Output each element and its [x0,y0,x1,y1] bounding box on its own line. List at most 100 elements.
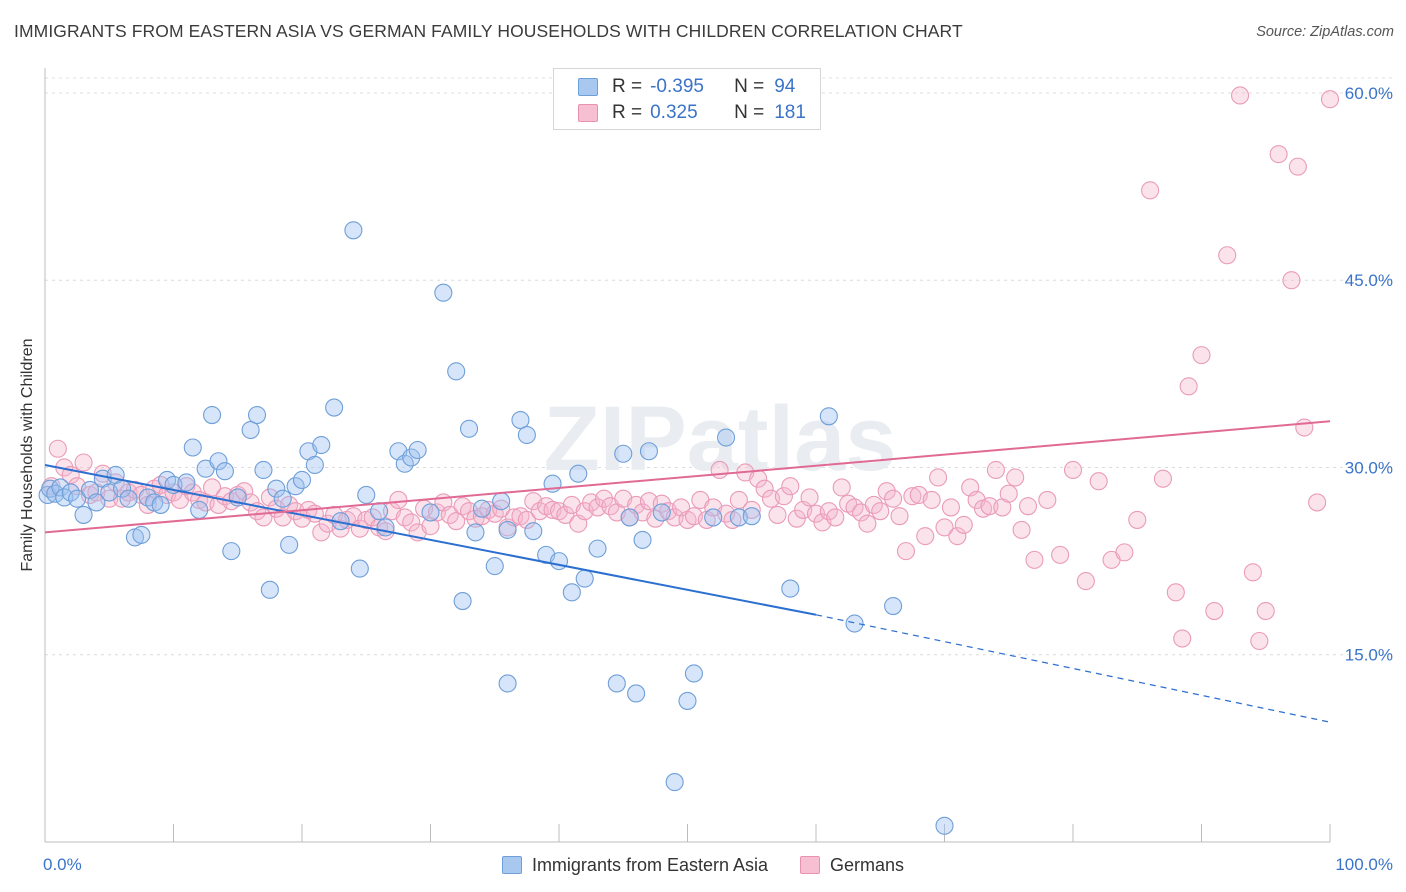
point-germans [1018,497,1038,516]
point-germans [1295,418,1314,437]
point-germans [941,498,960,517]
y-tick-label: 15.0% [1345,646,1393,665]
point-eastern-asia [678,691,697,710]
point-eastern-asia [370,502,389,521]
point-germans [1089,472,1108,491]
legend-swatch-blue [501,856,522,874]
point-germans [929,468,948,487]
point-eastern-asia [447,362,466,381]
point-eastern-asia [485,557,504,576]
point-eastern-asia [247,406,267,425]
point-germans [1166,583,1185,602]
point-germans [832,478,851,497]
point-eastern-asia [627,684,646,703]
r-value: 0.325 [650,102,698,123]
point-eastern-asia [633,530,652,549]
point-eastern-asia [222,542,241,561]
point-eastern-asia [325,398,344,417]
point-germans [774,487,793,506]
point-eastern-asia [575,569,594,588]
legend-item-eastern-asia[interactable]: Immigrants from Eastern Asia [501,854,769,876]
point-germans [447,512,466,531]
legend-swatch-pink [578,104,598,122]
y-tick-label: 30.0% [1345,458,1393,477]
point-eastern-asia [215,462,234,481]
point-eastern-asia [620,508,639,527]
point-eastern-asia [190,500,209,519]
point-eastern-asia [344,221,363,240]
point-eastern-asia [312,435,331,455]
point-germans [781,477,800,496]
point-germans [986,460,1005,480]
point-eastern-asia [177,473,196,492]
point-germans [954,515,973,534]
point-eastern-asia [132,525,151,544]
legend-label: Immigrants from Eastern Asia [531,854,769,875]
legend-row-germans: R = 0.325 N = 181 [578,100,806,126]
point-eastern-asia [51,478,70,497]
trend-line-germans [44,420,1331,534]
point-germans [826,508,845,527]
eastern-asia-points [38,221,954,835]
point-germans [1012,520,1031,539]
point-eastern-asia [607,674,626,693]
series-legend: Immigrants from Eastern Asia Germans [0,852,1406,878]
point-eastern-asia [492,492,511,511]
point-eastern-asia [254,460,273,480]
trend-line-eastern-asia [44,464,817,616]
point-germans [1006,468,1025,487]
point-germans [948,527,967,546]
point-eastern-asia [87,493,106,512]
point-germans [1250,631,1269,651]
legend-item-germans[interactable]: Germans [800,855,904,876]
point-eastern-asia [652,503,671,522]
point-eastern-asia [498,674,517,693]
point-germans [896,542,916,561]
point-eastern-asia [511,410,530,430]
point-eastern-asia [260,580,279,599]
point-eastern-asia [781,579,800,598]
point-eastern-asia [453,592,472,611]
point-eastern-asia [729,508,748,527]
point-eastern-asia [421,503,440,522]
point-eastern-asia [183,438,202,457]
point-germans [1141,181,1160,200]
point-eastern-asia [569,464,588,483]
point-germans [903,487,922,506]
point-germans [1308,493,1327,512]
point-eastern-asia [716,428,736,447]
point-eastern-asia [434,283,453,302]
point-germans [710,460,729,480]
r-value: -0.395 [650,76,704,97]
point-germans [402,513,421,532]
y-tick-label: 45.0% [1345,271,1393,290]
point-germans [884,489,903,508]
n-value: 94 [774,76,796,97]
point-eastern-asia [151,495,170,514]
point-germans [1282,271,1301,290]
x-tick-label: 0.0% [43,855,82,874]
point-germans [980,497,999,516]
germans-points [42,86,1340,651]
point-eastern-asia [267,479,286,498]
point-germans [1128,510,1147,529]
point-eastern-asia [402,448,421,467]
point-eastern-asia [588,539,607,558]
point-eastern-asia [472,499,491,518]
point-germans [1269,145,1288,164]
source-note: Source: ZipAtlas.com [1256,24,1394,40]
point-germans [1051,545,1070,564]
point-germans [1038,490,1057,509]
point-eastern-asia [459,419,479,438]
point-eastern-asia [498,520,517,539]
point-germans [74,453,93,472]
point-germans [755,479,774,498]
point-germans [1243,563,1262,582]
point-germans [1179,377,1198,396]
point-germans [800,488,819,507]
point-germans [1076,572,1095,591]
point-germans [556,505,575,524]
watermark: ZIPatlas [544,388,897,490]
r-label: R = [612,102,643,123]
